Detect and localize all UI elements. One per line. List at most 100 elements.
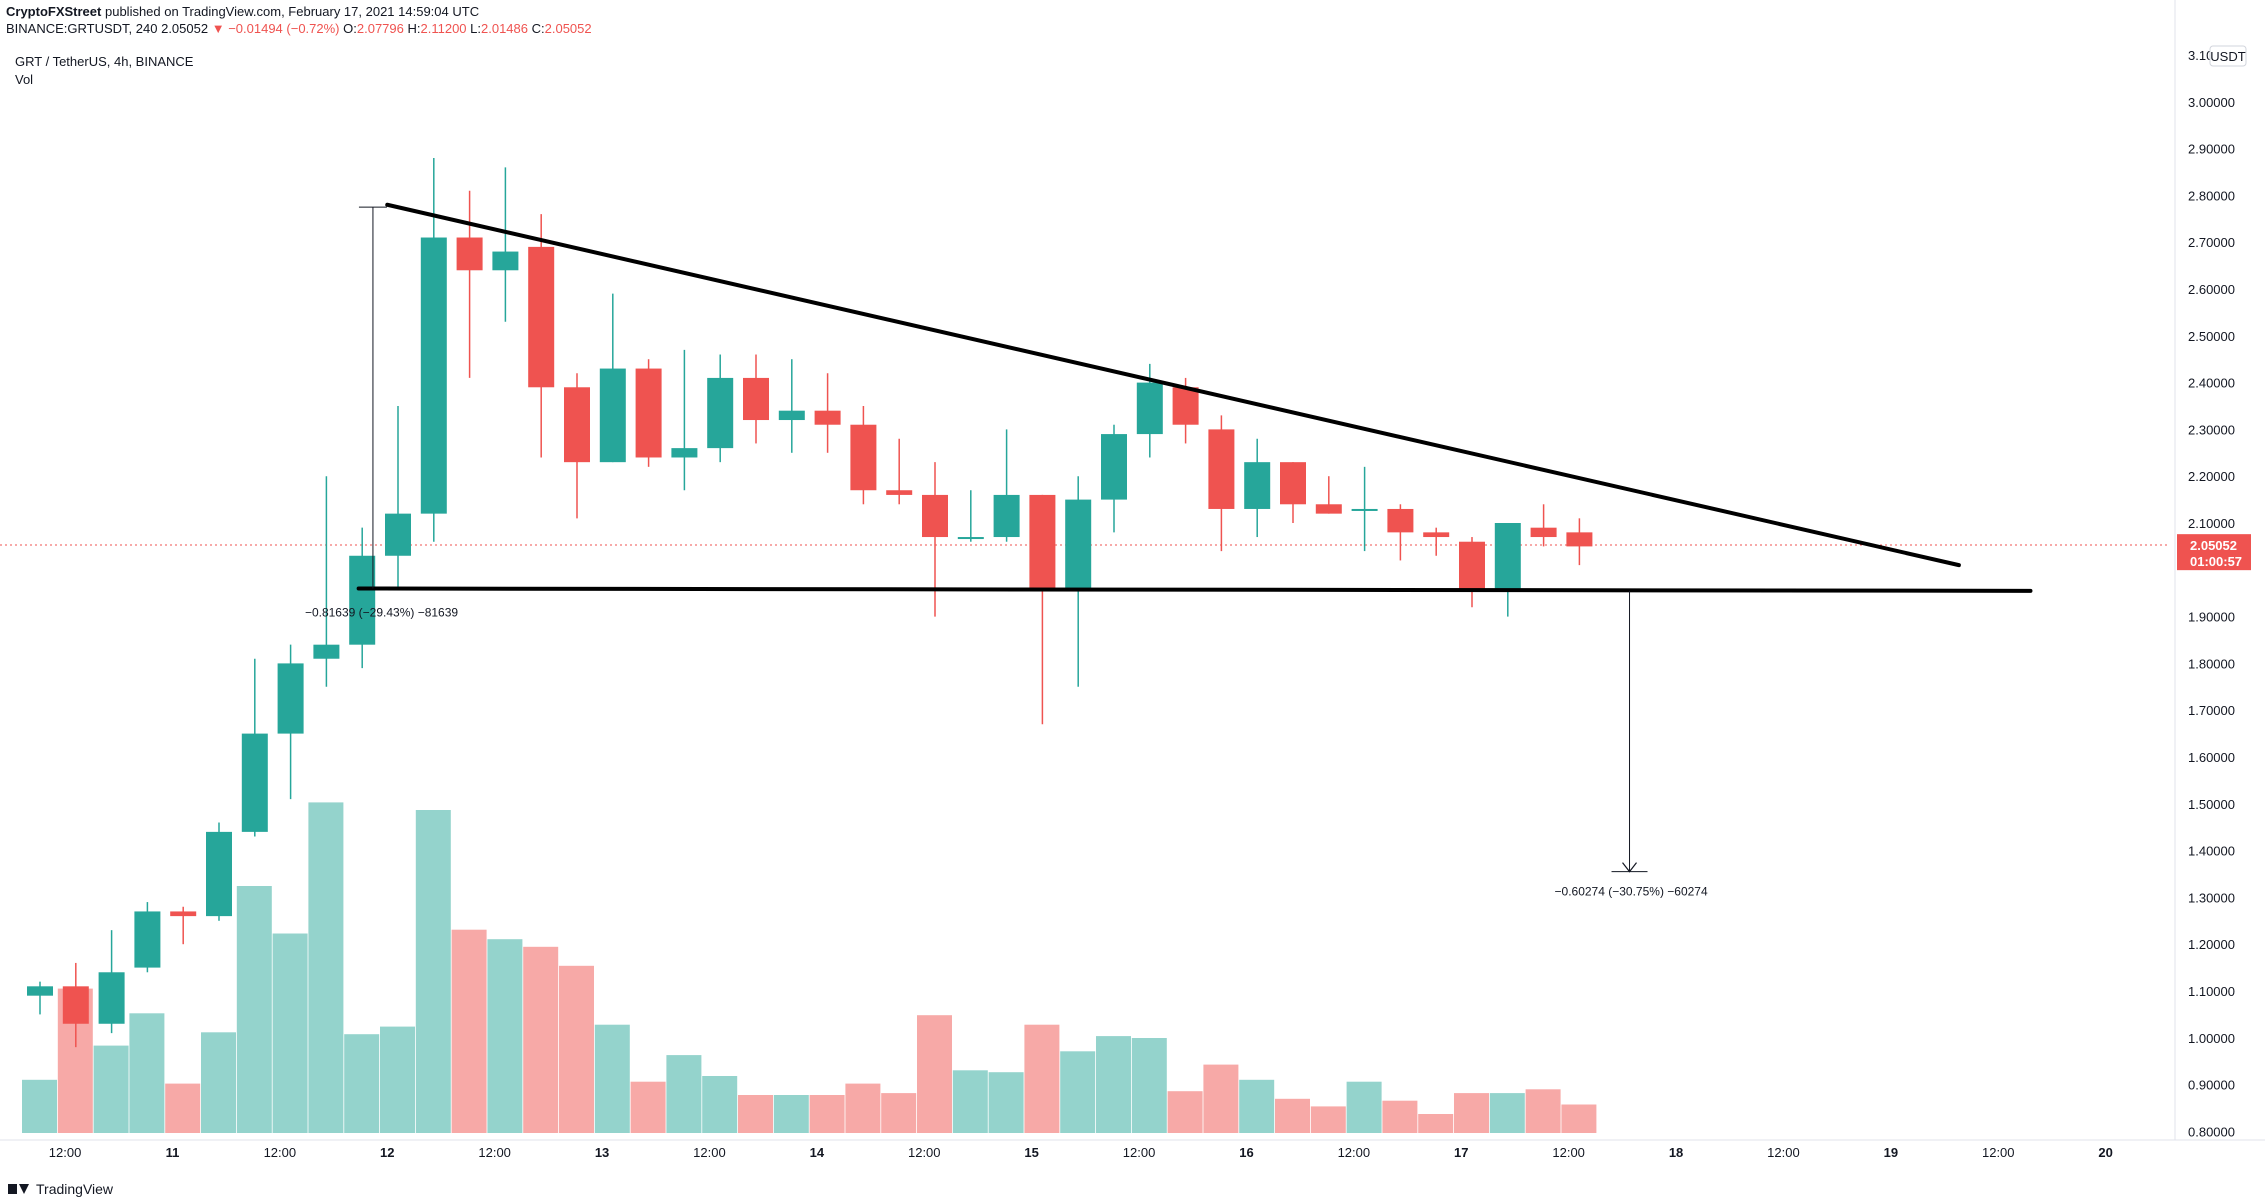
price-axis[interactable]: 3.100003.000002.900002.800002.700002.600… <box>2177 48 2251 1139</box>
time-tick: 12:00 <box>1982 1145 2015 1160</box>
candle-body <box>1172 387 1199 425</box>
candle <box>1172 377 1199 444</box>
candle <box>850 406 877 505</box>
candle-body <box>1387 508 1414 533</box>
time-tick: 12:00 <box>1338 1145 1371 1160</box>
volume-legend[interactable]: Vol <box>15 72 34 87</box>
time-tick: 12:00 <box>49 1145 82 1160</box>
time-tick: 14 <box>810 1145 825 1160</box>
time-axis[interactable]: 12:00 11 12:00 12 12:00 13 12:00 14 12:00 15 12:00… <box>49 1145 2113 1160</box>
volume-bar <box>952 1070 988 1133</box>
candle <box>957 490 984 542</box>
unit-badge[interactable]: USDT <box>2209 45 2247 67</box>
candle <box>27 981 53 1015</box>
time-tick: 13 <box>595 1145 609 1160</box>
candle-body <box>1351 508 1378 511</box>
volume-bar <box>702 1076 738 1133</box>
volume-bar <box>523 946 559 1133</box>
candle-body <box>922 494 948 538</box>
time-tick: 11 <box>166 1145 180 1160</box>
candle-body <box>385 513 411 556</box>
unit-label: USDT <box>2210 49 2245 64</box>
volume-bar <box>1346 1081 1382 1133</box>
volume-bar <box>594 1024 630 1133</box>
candle <box>420 157 447 542</box>
brand-name: TradingView <box>36 1181 114 1197</box>
last-price: 2.05052 <box>161 21 209 36</box>
volume-bar <box>22 1079 57 1133</box>
volume-bars <box>22 802 1597 1133</box>
volume-bar <box>380 1026 415 1133</box>
volume-bar <box>1203 1064 1239 1133</box>
volume-bar <box>451 929 487 1133</box>
time-tick: 12:00 <box>1123 1145 1156 1160</box>
volume-bar <box>272 933 308 1133</box>
candle <box>743 354 769 444</box>
descending-resistance-line[interactable] <box>385 202 1961 568</box>
candle <box>98 930 125 1034</box>
volume-bar <box>845 1083 881 1133</box>
candle-body <box>1494 523 1521 589</box>
volume-bar <box>1239 1079 1275 1133</box>
candle-body <box>1101 434 1127 500</box>
candle-body <box>134 911 161 968</box>
volume-bar <box>1275 1098 1310 1133</box>
candle-body <box>957 537 984 540</box>
candle-body <box>564 387 590 463</box>
time-tick: 20 <box>2098 1145 2112 1160</box>
candle <box>886 438 913 505</box>
target-measure[interactable]: −0.60274 (−30.75%) −60274 <box>1555 590 1708 899</box>
price-tick: 1.30000 <box>2188 890 2235 905</box>
price-tick: 1.40000 <box>2188 844 2235 859</box>
candle-body <box>1244 462 1271 509</box>
tradingview-brand[interactable]: TradingView <box>8 1181 113 1197</box>
ohlc-bar: BINANCE:GRTUSDT, 240 2.05052 ▼ −0.01494 … <box>6 21 592 36</box>
volume-bar <box>1096 1036 1131 1133</box>
candle <box>492 167 519 322</box>
horizontal-support-line[interactable] <box>356 586 2033 593</box>
time-tick: 17 <box>1454 1145 1468 1160</box>
pole-measure[interactable]: −0.81639 (−29.43%) −81639 <box>305 206 458 620</box>
time-tick: 19 <box>1884 1145 1898 1160</box>
volume-bar <box>738 1095 773 1133</box>
price-tick: 0.90000 <box>2188 1078 2235 1093</box>
series-title[interactable]: GRT / TetherUS, 4h, BINANCE <box>15 54 194 69</box>
candle-body <box>1315 504 1342 514</box>
candle <box>528 214 555 458</box>
candle <box>313 476 340 687</box>
candle <box>1566 518 1593 566</box>
price-tick: 1.90000 <box>2188 610 2235 625</box>
candle-body <box>1566 532 1593 547</box>
price-tick: 2.60000 <box>2188 282 2235 297</box>
price-tick: 1.00000 <box>2188 1031 2235 1046</box>
candle <box>1387 504 1414 561</box>
price-tick: 2.40000 <box>2188 376 2235 391</box>
candle <box>671 349 698 491</box>
candle <box>1208 415 1235 552</box>
price-tick: 2.10000 <box>2188 516 2235 531</box>
candle-body <box>1530 527 1557 538</box>
price-tick: 2.50000 <box>2188 329 2235 344</box>
candle-body <box>492 251 519 271</box>
candle <box>1244 438 1271 538</box>
time-tick: 18 <box>1669 1145 1683 1160</box>
drawings[interactable]: −0.81639 (−29.43%) −81639 −0.60274 (−30.7… <box>305 202 2033 899</box>
volume-bar <box>1060 1051 1096 1133</box>
candle <box>134 902 161 973</box>
volume-bar <box>129 1013 165 1133</box>
volume-bar <box>236 886 272 1133</box>
candle-body <box>707 377 734 449</box>
volume-bar <box>1167 1091 1203 1133</box>
author-name[interactable]: CryptoFXStreet <box>6 4 102 19</box>
candle <box>1315 476 1342 514</box>
measure-label: −0.81639 (−29.43%) −81639 <box>305 606 458 620</box>
low-value: 2.01486 <box>481 21 528 36</box>
candle <box>778 359 805 453</box>
candle-body <box>1029 494 1056 589</box>
high-label: H: <box>407 21 421 36</box>
candle <box>1065 476 1092 687</box>
close-label: C: <box>531 21 545 36</box>
time-tick: 12:00 <box>264 1145 297 1160</box>
